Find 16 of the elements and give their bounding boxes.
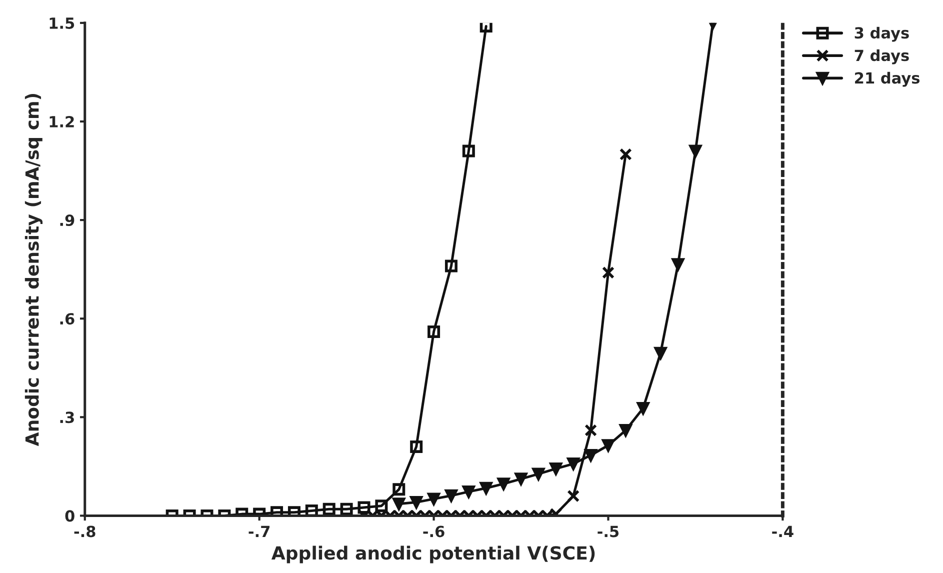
y-tick-label: .9: [60, 214, 74, 226]
x-axis-title: Applied anodic potential V(SCE): [271, 546, 595, 564]
x-tick-label: -.6: [423, 526, 444, 538]
legend-label: 7 days: [854, 49, 909, 64]
x-tick-label: -.7: [248, 526, 270, 538]
y-tick-label: .3: [60, 412, 74, 424]
legend-label: 3 days: [854, 26, 909, 42]
x-tick-label: -.5: [598, 526, 619, 538]
y-tick-label: 1.2: [50, 116, 74, 128]
y-tick-label: 0: [65, 510, 74, 522]
x-tick-label: -.8: [74, 526, 96, 538]
legend-label: 21 days: [855, 72, 920, 87]
y-tick-label: 1.5: [50, 18, 74, 29]
x-tick-label: -.4: [772, 526, 794, 538]
y-axis-title: Anodic current density (mA/sq cm): [24, 94, 43, 446]
y-tick-label: .6: [60, 313, 74, 325]
